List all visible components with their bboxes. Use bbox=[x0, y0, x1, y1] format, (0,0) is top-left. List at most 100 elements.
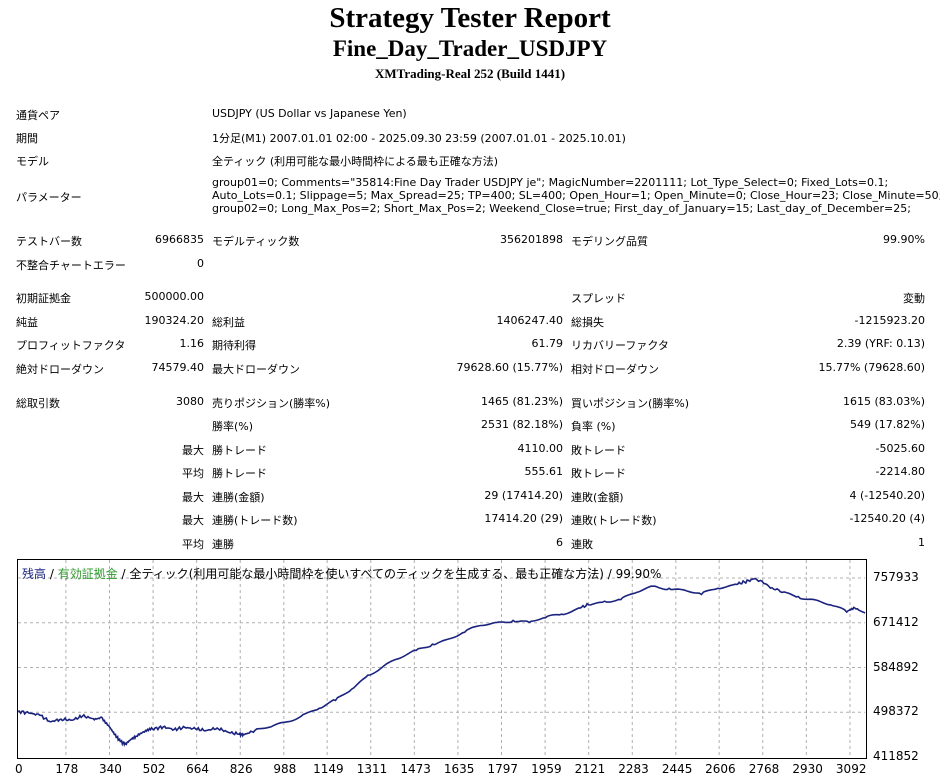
ticks-value: 356201898 bbox=[500, 233, 563, 246]
gross-loss-value: -1215923.20 bbox=[854, 314, 925, 327]
x-tick-label: 664 bbox=[186, 762, 210, 776]
x-tick-label: 3092 bbox=[835, 762, 867, 776]
symbol-value: USDJPY (US Dollar vs Japanese Yen) bbox=[212, 107, 407, 120]
deposit-label: 初期証拠金 bbox=[16, 292, 71, 305]
largest-loss-label: 敗トレード bbox=[571, 444, 626, 457]
trades-label: 総取引数 bbox=[16, 397, 60, 410]
rel-dd-label: 相対ドローダウン bbox=[571, 363, 659, 376]
params-value: group01=0; Comments="35814:Fine Day Trad… bbox=[212, 176, 940, 215]
x-tick-label: 2445 bbox=[661, 762, 693, 776]
x-tick-label: 2283 bbox=[618, 762, 649, 776]
quality-label: モデリング品質 bbox=[571, 235, 648, 248]
max-consec-losses-money-label: 連敗(金額) bbox=[571, 491, 624, 504]
legend-balance: 残高 bbox=[22, 567, 47, 581]
y-tick-label: 584892 bbox=[873, 659, 919, 674]
symbol-label: 通貨ペア bbox=[16, 109, 60, 122]
net-label: 純益 bbox=[16, 316, 38, 329]
loss-rate-value: 549 (17.82%) bbox=[849, 418, 925, 431]
mismatch-value: 0 bbox=[197, 257, 204, 270]
gross-profit-value: 1406247.40 bbox=[496, 314, 563, 327]
x-tick-label: 988 bbox=[273, 762, 297, 776]
x-tick-label: 340 bbox=[98, 762, 122, 776]
pf-label: プロフィットファクタ bbox=[16, 339, 126, 352]
x-tick-label: 1149 bbox=[313, 762, 344, 776]
max-dd-label: 最大ドローダウン bbox=[212, 363, 300, 376]
avg-loss-value: -2214.80 bbox=[875, 465, 925, 478]
max-consec-wins-money-value: 29 (17414.20) bbox=[484, 489, 563, 502]
short-value: 1465 (81.23%) bbox=[480, 395, 563, 408]
avg-label: 平均 bbox=[182, 538, 204, 551]
y-tick-label: 411852 bbox=[873, 749, 919, 763]
period-label: 期間 bbox=[16, 132, 38, 145]
avg-win-label: 勝トレード bbox=[212, 467, 267, 480]
legend-sep: / bbox=[46, 567, 58, 581]
x-tick-label: 0 bbox=[15, 762, 23, 776]
x-tick-label: 1635 bbox=[443, 762, 475, 776]
short-label: 売りポジション(勝率%) bbox=[212, 397, 331, 410]
x-tick-label: 1959 bbox=[531, 762, 562, 776]
x-tick-label: 826 bbox=[229, 762, 253, 776]
recovery-label: リカバリーファクタ bbox=[571, 339, 669, 352]
largest-loss-value: -5025.60 bbox=[875, 442, 925, 455]
pf-value: 1.16 bbox=[179, 337, 205, 350]
win-rate-value: 2531 (82.18%) bbox=[480, 418, 563, 431]
model-value: 全ティック (利用可能な最小時間枠による最も正確な方法) bbox=[212, 155, 499, 168]
max-consec-wins-count-value: 17414.20 (29) bbox=[484, 512, 563, 525]
x-tick-label: 178 bbox=[55, 762, 79, 776]
y-tick-label: 498372 bbox=[873, 704, 919, 719]
bars-label: テストバー数 bbox=[16, 235, 82, 248]
deposit-value: 500000.00 bbox=[144, 290, 205, 303]
params-line: group02=0; Long_Max_Pos=2; Short_Max_Pos… bbox=[212, 202, 911, 215]
long-label: 買いポジション(勝率%) bbox=[571, 397, 690, 410]
period-value: 1分足(M1) 2007.01.01 02:00 - 2025.09.30 23… bbox=[212, 132, 626, 145]
bars-value: 6966835 bbox=[155, 233, 204, 246]
abs-dd-value: 74579.40 bbox=[151, 361, 205, 374]
max-consec-wins-count-label: 連勝(トレード数) bbox=[212, 514, 298, 527]
x-tick-label: 2121 bbox=[574, 762, 606, 776]
x-tick-label: 2768 bbox=[748, 762, 780, 776]
avg-label: 平均 bbox=[182, 467, 204, 480]
spread-label: スプレッド bbox=[571, 292, 626, 305]
model-label: モデル bbox=[16, 155, 49, 168]
spread-value: 変動 bbox=[903, 292, 925, 305]
quality-value: 99.90% bbox=[883, 233, 925, 246]
params-label: パラメーター bbox=[16, 191, 82, 204]
params-line: Auto_Lots=0.1; Slippage=5; Max_Spread=25… bbox=[212, 189, 940, 202]
net-value: 190324.20 bbox=[144, 314, 205, 327]
max-consec-losses-count-value: -12540.20 (4) bbox=[849, 512, 925, 525]
x-tick-label: 2606 bbox=[705, 762, 736, 776]
max-consec-losses-count-label: 連敗(トレード数) bbox=[571, 514, 657, 527]
avg-consec-losses-value: 1 bbox=[918, 536, 925, 549]
ticks-label: モデルティック数 bbox=[212, 235, 300, 248]
expected-label: 期待利得 bbox=[212, 339, 256, 352]
trades-value: 3080 bbox=[176, 395, 204, 408]
x-tick-label: 2930 bbox=[792, 762, 823, 776]
avg-consec-losses-label: 連敗 bbox=[571, 538, 593, 551]
report-title: Strategy Tester Report bbox=[329, 2, 611, 34]
expected-value: 61.79 bbox=[531, 337, 564, 350]
avg-win-value: 555.61 bbox=[524, 465, 564, 478]
max-dd-value: 79628.60 (15.77%) bbox=[456, 361, 563, 374]
loss-rate-label: 負率 (%) bbox=[571, 420, 616, 433]
y-tick-label: 757933 bbox=[873, 570, 919, 584]
mismatch-label: 不整合チャートエラー bbox=[16, 259, 126, 272]
avg-consec-wins-label: 連勝 bbox=[212, 538, 234, 551]
recovery-value: 2.39 (YRF: 0.13) bbox=[836, 337, 925, 350]
y-tick-label: 671412 bbox=[873, 614, 919, 629]
max-consec-losses-money-value: 4 (-12540.20) bbox=[849, 489, 925, 502]
max-label: 最大 bbox=[182, 444, 204, 457]
chart-legend: 残高 / 有効証拠金 / 全ティック(利用可能な最小時間枠を使いすべてのティック… bbox=[22, 565, 661, 582]
legend-description: / 全ティック(利用可能な最小時間枠を使いすべてのティックを生成する、最も正確な… bbox=[117, 567, 662, 581]
avg-consec-wins-value: 6 bbox=[556, 536, 563, 549]
x-tick-label: 502 bbox=[142, 762, 166, 776]
largest-win-label: 勝トレード bbox=[212, 444, 267, 457]
ea-name: Fine_Day_Trader_USDJPY bbox=[332, 36, 608, 61]
balance-chart bbox=[17, 559, 867, 759]
long-value: 1615 (83.03%) bbox=[842, 395, 925, 408]
rel-dd-value: 15.77% (79628.60) bbox=[818, 361, 925, 374]
x-tick-label: 1311 bbox=[356, 762, 388, 776]
legend-equity: 有効証拠金 bbox=[57, 567, 118, 581]
max-label: 最大 bbox=[182, 491, 204, 504]
server-info: XMTrading-Real 252 (Build 1441) bbox=[374, 66, 566, 81]
